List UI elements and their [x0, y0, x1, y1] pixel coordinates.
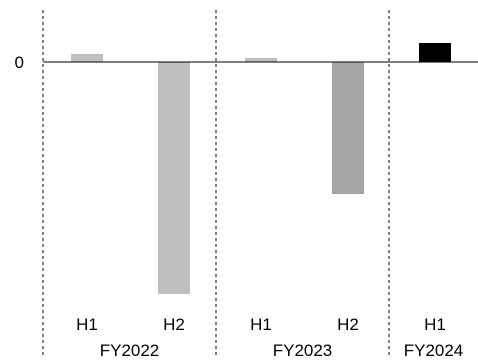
bar-fy2024-h1	[419, 43, 451, 62]
bar-fy2022-h1	[71, 54, 103, 62]
category-label: H2	[163, 315, 185, 334]
group-label: FY2024	[404, 341, 464, 358]
category-label: H1	[424, 315, 446, 334]
bar-fy2023-h1	[245, 58, 277, 62]
category-label: H1	[250, 315, 272, 334]
group-label: FY2023	[273, 341, 333, 358]
bars	[71, 43, 451, 294]
bar-fy2022-h2	[158, 62, 190, 294]
group-separators	[42, 10, 390, 358]
y-tick-label: 0	[15, 53, 24, 72]
category-label: H1	[76, 315, 98, 334]
bar-fy2023-h2	[332, 62, 364, 194]
category-label: H2	[337, 315, 359, 334]
group-label: FY2022	[100, 341, 160, 358]
